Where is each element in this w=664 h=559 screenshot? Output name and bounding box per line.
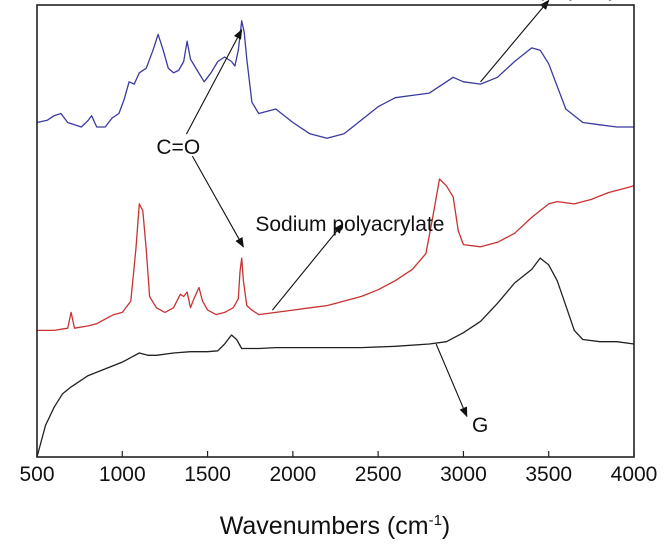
x-axis-title: Wavenumbers (cm-1) — [220, 512, 451, 540]
annotation-arrow — [271, 223, 343, 311]
x-tick-label: 3500 — [525, 463, 572, 486]
annotation-label: C=O — [156, 136, 200, 159]
annotation-label: G — [472, 414, 488, 437]
annotation-arrow — [185, 28, 243, 135]
annotation-label: Sodium polyacrylate — [255, 213, 444, 236]
x-tick-label: 1500 — [184, 463, 231, 486]
x-tick-label: 1000 — [99, 463, 146, 486]
x-tick-label: 3000 — [440, 463, 487, 486]
annotation-arrows — [185, 0, 550, 418]
series-line-0 — [36, 20, 634, 139]
x-axis-ticks: 500 1000 1500 2000 2500 3000 3500 4000 — [19, 451, 657, 486]
x-tick-label: 2000 — [269, 463, 316, 486]
series-line-1 — [37, 178, 635, 332]
x-tick-label: 4000 — [611, 463, 658, 486]
plot-frame — [36, 4, 635, 458]
x-tick-label: 2500 — [355, 463, 402, 486]
annotation-labels: Sodium polyacrylate-G Sodium polyacrylate… — [156, 0, 664, 437]
annotation-arrow — [435, 343, 468, 418]
spectra-layer — [36, 20, 635, 458]
x-tick-label: 500 — [19, 463, 54, 486]
annotation-label: Sodium polyacrylate-G — [463, 0, 664, 1]
annotation-arrow — [191, 155, 244, 248]
annotation-arrow — [480, 0, 550, 83]
series-line-2 — [36, 257, 635, 458]
